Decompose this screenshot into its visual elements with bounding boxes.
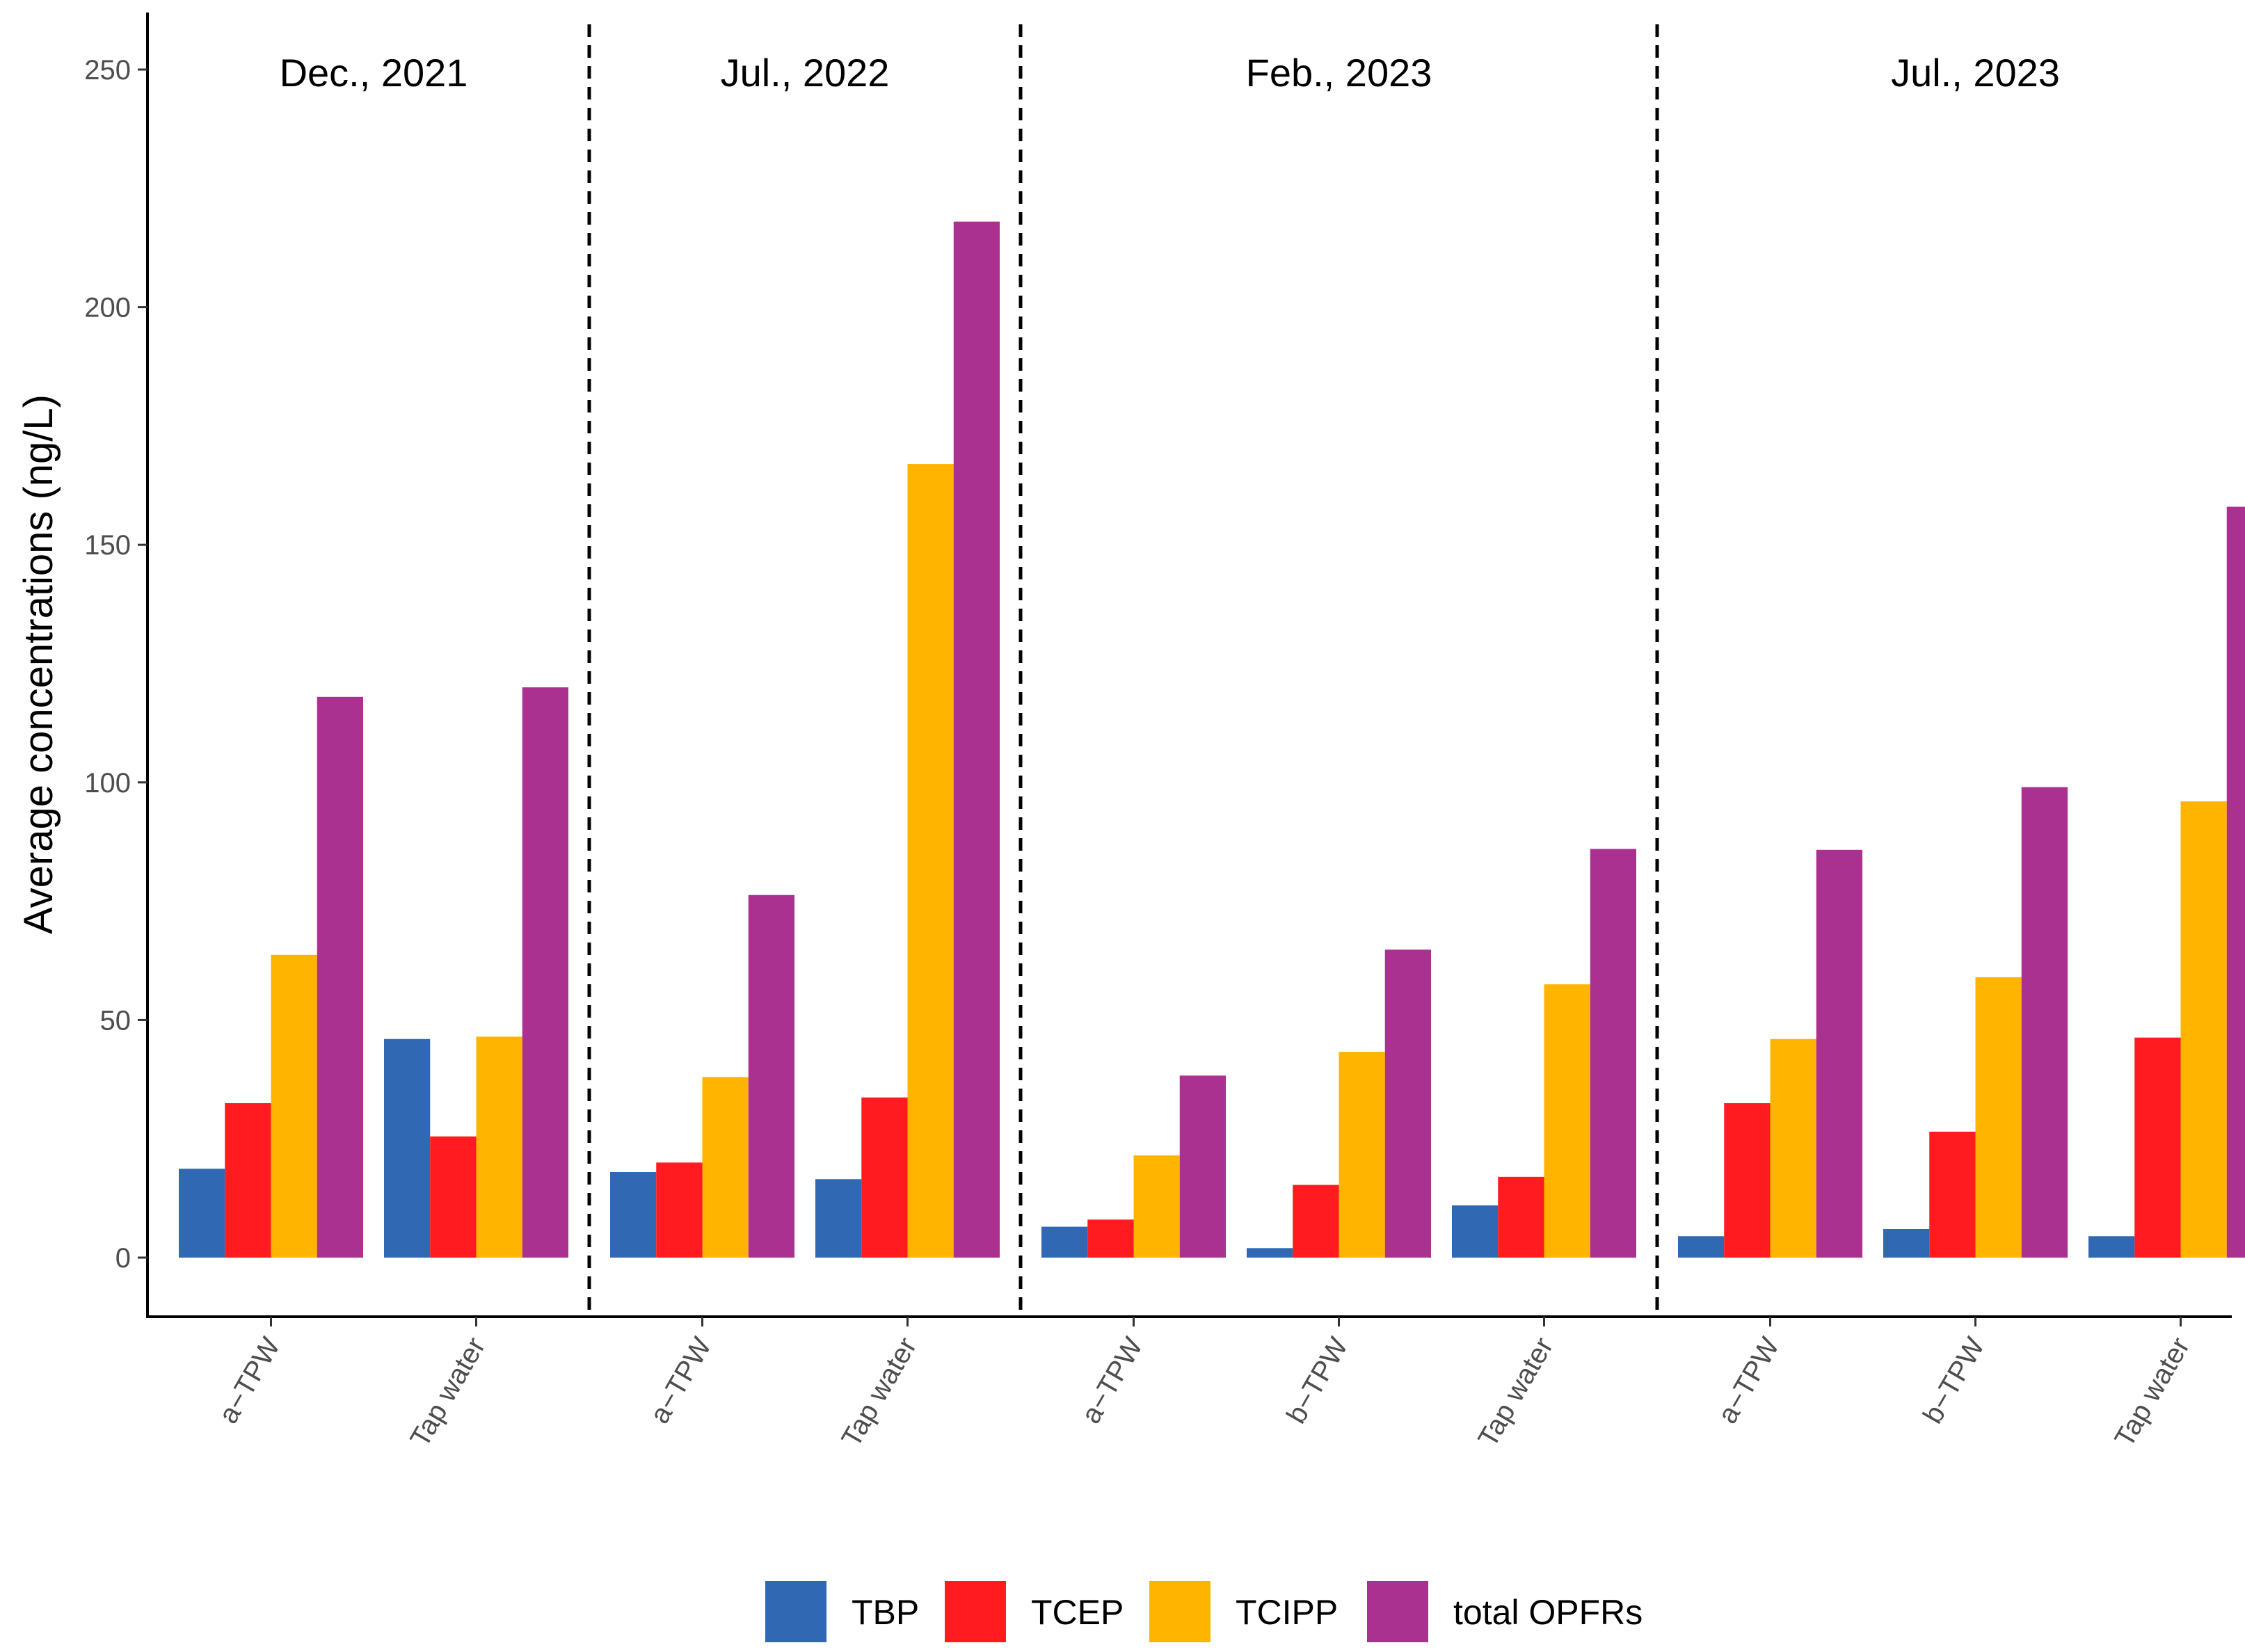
x-tick-label: a−TPW [644, 1332, 717, 1429]
x-tick-label: Tap water [1472, 1333, 1559, 1452]
bar-total-opfrs-1 [522, 687, 568, 1258]
bar-tbp-4 [1041, 1226, 1088, 1258]
bar-total-opfrs-4 [1179, 1075, 1226, 1258]
bar-tcipp-5 [1339, 1052, 1385, 1258]
legend-swatch [1367, 1581, 1428, 1642]
bar-tcipp-7 [1770, 1038, 1816, 1258]
bar-total-opfrs-0 [317, 696, 363, 1258]
bar-tcep-5 [1293, 1185, 1339, 1258]
y-tick-label: 100 [84, 768, 131, 799]
bar-tcep-0 [225, 1102, 271, 1258]
x-tick-label: a−TPW [213, 1332, 286, 1429]
bars-layer [179, 221, 2245, 1258]
bar-tcep-9 [2134, 1037, 2181, 1258]
x-tick-label: a−TPW [1076, 1332, 1149, 1429]
bar-total-opfrs-3 [953, 221, 1000, 1258]
legend-swatch [945, 1581, 1006, 1642]
bar-total-opfrs-9 [2226, 506, 2245, 1258]
bar-total-opfrs-7 [1816, 849, 1862, 1258]
bar-tcep-3 [861, 1097, 908, 1258]
bar-tcep-1 [430, 1136, 477, 1258]
legend: TBP TCEP TCIPP total OPFRs [765, 1581, 1643, 1642]
bar-tbp-9 [2088, 1236, 2135, 1258]
bar-total-opfrs-5 [1384, 949, 1431, 1258]
x-tick-label: a−TPW [1712, 1332, 1785, 1429]
x-tick-label: Tap water [2109, 1333, 2196, 1452]
bar-tcipp-6 [1544, 984, 1590, 1258]
bar-tcipp-2 [702, 1077, 749, 1258]
legend-label: total OPFRs [1453, 1593, 1643, 1632]
bar-tcipp-1 [476, 1036, 522, 1258]
legend-label: TBP [852, 1593, 919, 1632]
x-tick-label: Tap water [404, 1333, 491, 1452]
bar-tbp-5 [1247, 1248, 1293, 1258]
x-axis-ticks: a−TPW Tap water a−TPW Tap water a−TPW b−TPW Ta… [213, 1317, 2196, 1452]
bar-tcipp-3 [907, 464, 954, 1258]
axes [146, 13, 2232, 1318]
period-label: Dec., 2021 [280, 51, 468, 95]
legend-swatch [1149, 1581, 1211, 1642]
period-label: Jul., 2023 [1891, 51, 2060, 95]
bar-tcipp-9 [2180, 801, 2227, 1258]
x-tick-label: b−TPW [1281, 1332, 1354, 1429]
bar-tcipp-8 [1975, 977, 2022, 1258]
bar-tbp-7 [1678, 1236, 1725, 1258]
bar-tbp-2 [610, 1172, 657, 1258]
y-tick-label: 50 [100, 1005, 131, 1036]
bar-tcipp-0 [271, 954, 317, 1258]
bar-tbp-3 [815, 1179, 862, 1258]
y-tick-label: 0 [115, 1243, 131, 1274]
bar-total-opfrs-8 [2021, 787, 2068, 1258]
period-label: Jul., 2022 [721, 51, 890, 95]
legend-swatch [765, 1581, 826, 1642]
legend-label: TCEP [1031, 1593, 1124, 1632]
bar-tcep-7 [1724, 1102, 1771, 1258]
bar-tbp-8 [1883, 1229, 1930, 1258]
x-tick-label: Tap water [836, 1333, 922, 1452]
bar-tcipp-4 [1133, 1155, 1180, 1258]
bar-tcep-6 [1498, 1176, 1544, 1258]
bar-tbp-0 [179, 1169, 225, 1258]
period-labels: Dec., 2021 Jul., 2022 Feb., 2023 Jul., 2023 [280, 51, 2060, 95]
bar-total-opfrs-2 [748, 895, 794, 1258]
legend-label: TCIPP [1236, 1593, 1338, 1632]
x-tick-label: b−TPW [1917, 1332, 1990, 1429]
bar-tbp-6 [1452, 1205, 1499, 1258]
period-label: Feb., 2023 [1246, 51, 1432, 95]
bar-tbp-1 [384, 1038, 431, 1258]
y-tick-label: 250 [84, 55, 131, 86]
bar-total-opfrs-6 [1590, 849, 1636, 1258]
bar-tcep-4 [1087, 1219, 1134, 1258]
y-tick-label: 200 [84, 293, 131, 323]
bar-tcep-8 [1929, 1131, 1976, 1258]
y-tick-label: 150 [84, 530, 131, 561]
period-separators [587, 24, 1659, 1317]
y-axis-ticks: 0 50 100 150 200 250 [84, 55, 147, 1274]
bar-tcep-2 [656, 1162, 703, 1258]
y-axis-title: Average concentrations (ng/L) [16, 394, 61, 934]
